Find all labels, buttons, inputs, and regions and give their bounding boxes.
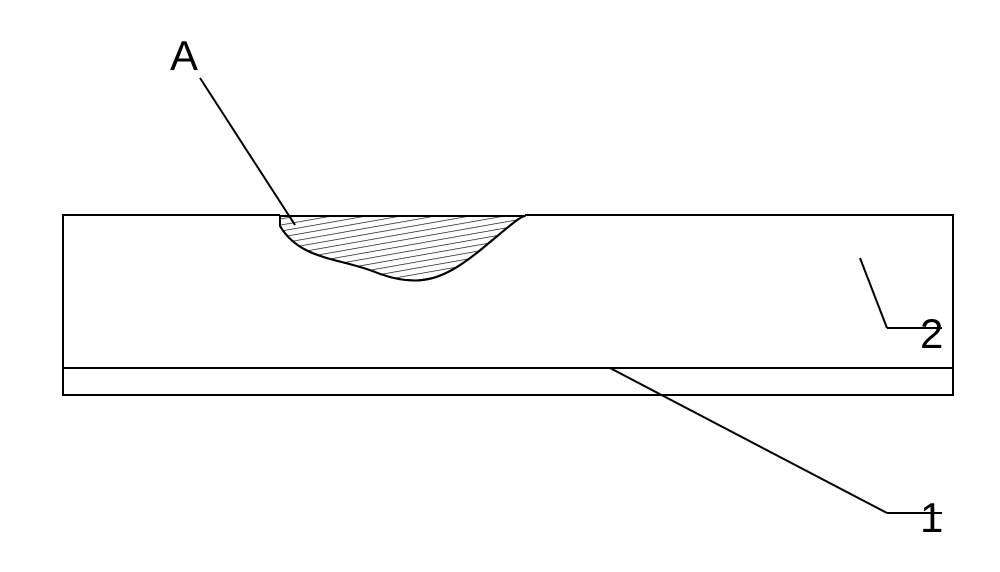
callout-A: A: [170, 32, 295, 225]
label-A: A: [170, 32, 198, 79]
label-1: 1: [920, 494, 943, 541]
label-2: 2: [920, 310, 943, 357]
callout-1: 1: [610, 368, 943, 541]
callout-2: 2: [860, 258, 943, 357]
hatched-region-A: [280, 216, 525, 281]
